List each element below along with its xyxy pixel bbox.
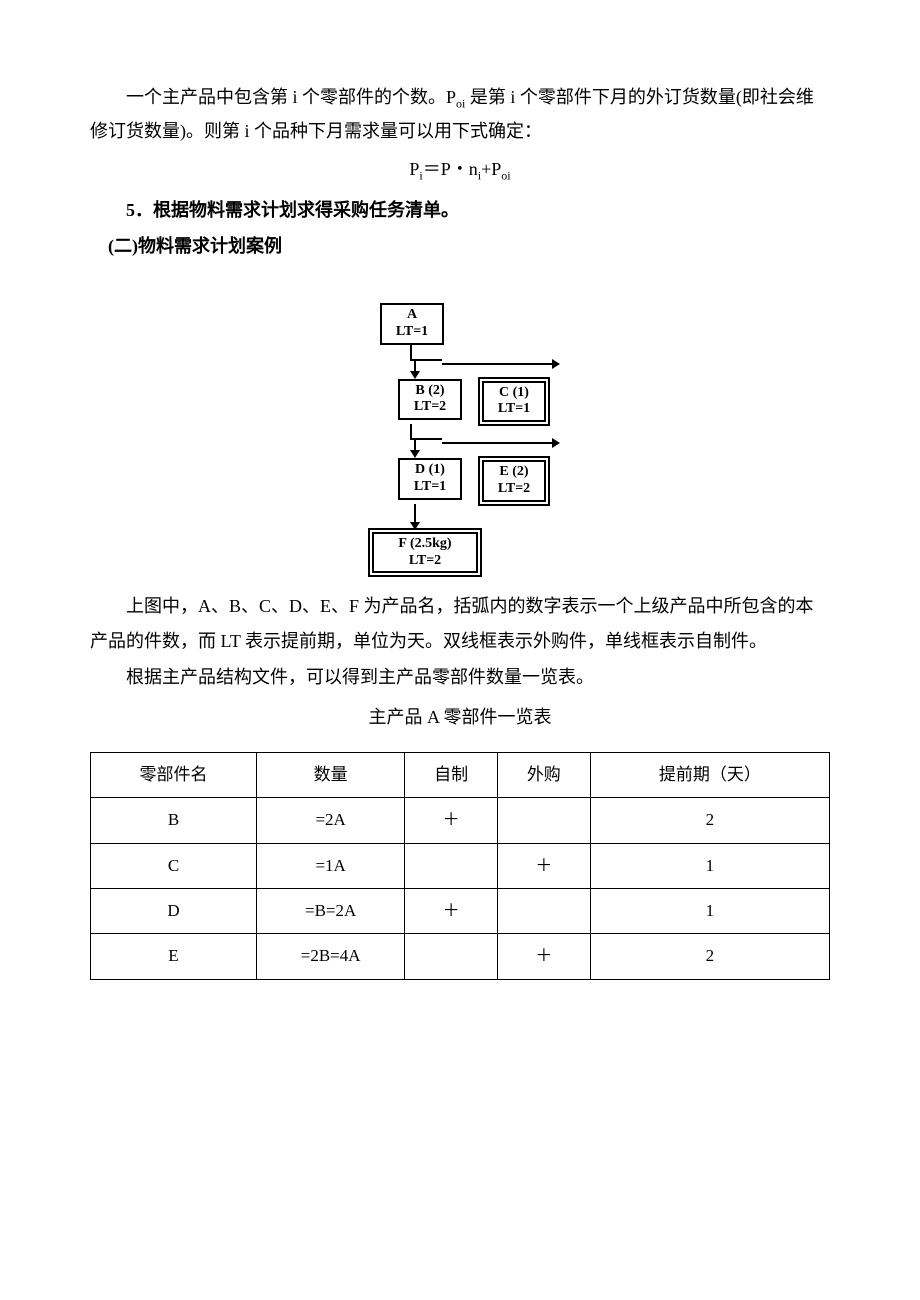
heading-5: 5．根据物料需求计划求得采购任务清单。	[90, 193, 830, 227]
arrow-B-E	[552, 438, 560, 448]
heading-case: (二)物料需求计划案例	[108, 229, 830, 263]
table-row: B =2A ＋ 2	[91, 798, 830, 843]
arrow-A-B	[410, 371, 420, 379]
node-C-lt: LT=1	[490, 401, 538, 418]
th-part-name: 零部件名	[91, 753, 257, 798]
document-page: 一个主产品中包含第 i 个零部件的个数。Poi 是第 i 个零部件下月的外订货数…	[0, 0, 920, 1300]
cell-part: C	[91, 843, 257, 888]
paragraph-3: 根据主产品结构文件，可以得到主产品零部件数量一览表。	[90, 660, 830, 694]
node-B: B (2) LT=2	[398, 379, 462, 421]
th-lead-time: 提前期（天）	[590, 753, 829, 798]
arrow-B-D	[410, 450, 420, 458]
cell-lt: 1	[590, 843, 829, 888]
th-quantity: 数量	[256, 753, 404, 798]
paragraph-2: 上图中，A、B、C、D、E、F 为产品名，括弧内的数字表示一个上级产品中所包含的…	[90, 589, 830, 657]
cell-lt: 2	[590, 934, 829, 979]
cell-part: E	[91, 934, 257, 979]
node-A-lt: LT=1	[388, 324, 436, 341]
cell-lt: 1	[590, 888, 829, 933]
th-self-made: 自制	[405, 753, 498, 798]
cell-qty: =2B=4A	[256, 934, 404, 979]
cell-qty: =B=2A	[256, 888, 404, 933]
bom-tree-diagram: A LT=1	[360, 303, 560, 575]
cell-part: D	[91, 888, 257, 933]
node-C-label: C (1)	[490, 385, 538, 402]
bom-table: 零部件名 数量 自制 外购 提前期（天） B =2A ＋ 2 C =1A ＋ 1	[90, 752, 830, 979]
node-D-label: D (1)	[406, 462, 454, 479]
cell-qty: =2A	[256, 798, 404, 843]
node-C: C (1) LT=1	[482, 381, 546, 423]
cell-part: B	[91, 798, 257, 843]
p1-sub-oi: oi	[456, 97, 465, 111]
table-row: C =1A ＋ 1	[91, 843, 830, 888]
cell-buy: ＋	[497, 934, 590, 979]
cell-buy: ＋	[497, 843, 590, 888]
node-D-lt: LT=1	[406, 479, 454, 496]
cell-lt: 2	[590, 798, 829, 843]
cell-self: ＋	[405, 888, 498, 933]
node-D: D (1) LT=1	[398, 458, 462, 500]
paragraph-1: 一个主产品中包含第 i 个零部件的个数。Poi 是第 i 个零部件下月的外订货数…	[90, 80, 830, 148]
cell-self: ＋	[405, 798, 498, 843]
formula-P: P	[409, 159, 419, 179]
cell-self	[405, 843, 498, 888]
node-E: E (2) LT=2	[482, 460, 546, 502]
node-F-lt: LT=2	[380, 553, 470, 570]
formula-plus: +P	[481, 159, 501, 179]
p1-text-a: 一个主产品中包含第 i 个零部件的个数。P	[126, 87, 456, 107]
arrow-D-F	[410, 522, 420, 530]
formula-eq: ＝P・n	[423, 159, 478, 179]
table-caption: 主产品 A 零部件一览表	[90, 700, 830, 734]
cell-buy	[497, 798, 590, 843]
formula-line: Pi＝P・ni+Poi	[90, 152, 830, 186]
node-F: F (2.5kg) LT=2	[372, 532, 478, 574]
node-F-label: F (2.5kg)	[380, 536, 470, 553]
th-purchased: 外购	[497, 753, 590, 798]
node-A: A LT=1	[380, 303, 444, 345]
table-header-row: 零部件名 数量 自制 外购 提前期（天）	[91, 753, 830, 798]
table-row: E =2B=4A ＋ 2	[91, 934, 830, 979]
cell-qty: =1A	[256, 843, 404, 888]
node-B-lt: LT=2	[406, 399, 454, 416]
node-B-label: B (2)	[406, 383, 454, 400]
table-row: D =B=2A ＋ 1	[91, 888, 830, 933]
cell-self	[405, 934, 498, 979]
node-A-label: A	[388, 307, 436, 324]
formula-sub-oi: oi	[501, 169, 510, 183]
arrow-A-C	[552, 359, 560, 369]
cell-buy	[497, 888, 590, 933]
node-E-lt: LT=2	[490, 481, 538, 498]
node-E-label: E (2)	[490, 464, 538, 481]
